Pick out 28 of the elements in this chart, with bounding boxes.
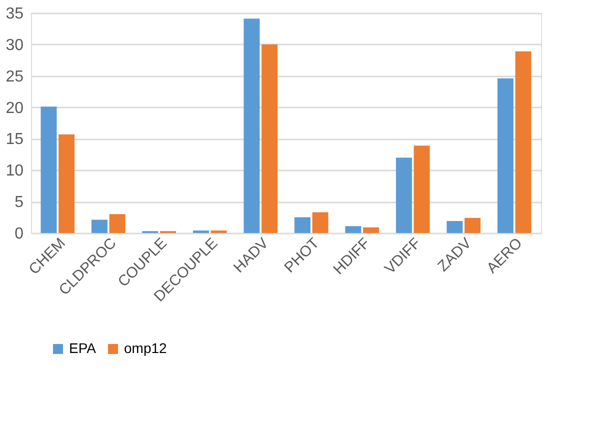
bar — [40, 106, 57, 233]
legend-label: EPA — [69, 340, 97, 356]
bar — [192, 230, 209, 233]
y-tick-label: 0 — [14, 226, 24, 242]
bar — [312, 212, 328, 233]
bar — [345, 226, 362, 233]
bar — [515, 51, 532, 233]
bar — [363, 227, 380, 233]
bar — [414, 146, 430, 233]
y-tick-label: 35 — [6, 6, 24, 22]
bar — [244, 18, 260, 233]
y-tick-label: 10 — [6, 162, 24, 180]
bar — [109, 214, 126, 233]
bar — [262, 44, 278, 233]
bar — [497, 78, 514, 233]
bar — [464, 218, 481, 233]
y-tick-label: 25 — [6, 68, 24, 86]
bar — [446, 221, 463, 233]
bar — [91, 220, 108, 233]
y-tick-label: 15 — [6, 131, 24, 148]
y-tick-label: 20 — [6, 100, 24, 117]
y-tick-label: 5 — [14, 194, 24, 212]
bar — [210, 230, 227, 233]
y-tick-label: 30 — [6, 36, 24, 54]
bar — [294, 217, 310, 233]
legend-label: omp12 — [124, 340, 168, 356]
bar — [396, 158, 412, 233]
bar — [58, 134, 75, 233]
